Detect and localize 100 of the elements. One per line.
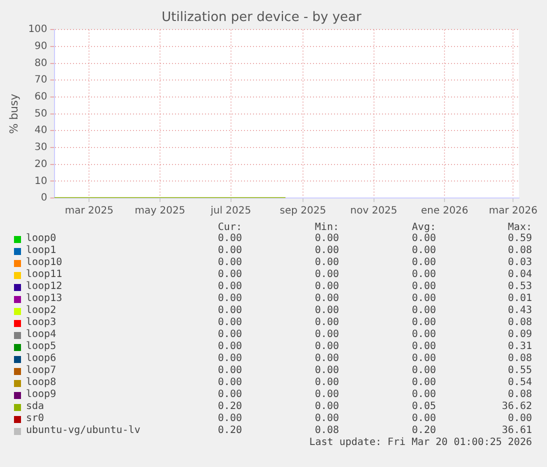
text: 0.00 — [218, 245, 242, 257]
text: 0.00 — [314, 269, 339, 281]
text: 0.00 — [314, 329, 339, 341]
y-tick-label: 100 — [28, 24, 48, 36]
text: 0.00 — [412, 377, 436, 389]
text: 0.00 — [218, 365, 242, 377]
text: 36.62 — [502, 401, 532, 413]
text: 0.00 — [412, 389, 436, 401]
text: Last update: Fri Mar 20 01:00:25 2026 — [309, 437, 532, 449]
text: 0.00 — [218, 269, 242, 281]
text: 0.09 — [508, 329, 532, 341]
text: 0.00 — [508, 413, 532, 425]
legend-label: loop8 — [26, 377, 56, 389]
legend-label: loop0 — [26, 233, 56, 245]
text: 0.04 — [508, 269, 532, 281]
text: 0.00 — [412, 269, 436, 281]
legend-label: loop6 — [26, 353, 56, 365]
text: 0.01 — [508, 293, 532, 305]
text: 0.08 — [508, 245, 532, 257]
y-axis-title: % busy — [7, 93, 20, 134]
text: 0.00 — [412, 281, 436, 293]
legend-label: loop9 — [26, 389, 56, 401]
text: 0.00 — [314, 353, 339, 365]
text: 0.00 — [314, 377, 339, 389]
legend-label: loop10 — [26, 257, 62, 269]
text: 0.00 — [412, 329, 436, 341]
legend-label: loop2 — [26, 305, 56, 317]
y-tick-label: 90 — [34, 41, 48, 52]
text: 0.00 — [314, 257, 339, 269]
text: 0.55 — [508, 365, 532, 377]
legend-label: loop3 — [26, 317, 56, 329]
text: 0.00 — [412, 293, 436, 305]
x-tick-label: sep 2025 — [280, 206, 326, 217]
x-tick-label: may 2025 — [134, 206, 186, 217]
text: 0.00 — [412, 317, 436, 329]
legend-label: sr0 — [26, 413, 44, 425]
text: Avg: — [412, 222, 436, 234]
legend-label: loop12 — [26, 281, 62, 293]
x-tick-label: mar 2025 — [64, 206, 114, 217]
text: 0.00 — [218, 341, 242, 353]
text: 0.00 — [218, 317, 242, 329]
x-tick-label: ene 2026 — [421, 206, 468, 217]
text: 0.00 — [314, 341, 339, 353]
text: 0.00 — [218, 413, 242, 425]
y-tick-label: 10 — [34, 176, 48, 187]
text: 0.43 — [508, 305, 532, 317]
text: 0.00 — [412, 353, 436, 365]
text: 0.00 — [412, 341, 436, 353]
text: 0.00 — [314, 389, 339, 401]
text: 0.31 — [508, 341, 532, 353]
text: 0.20 — [218, 401, 242, 413]
text: 0.08 — [508, 317, 532, 329]
text: 0.20 — [412, 425, 436, 437]
text: 0.00 — [412, 413, 436, 425]
text: 0.00 — [218, 377, 242, 389]
text: Max: — [508, 222, 532, 234]
text: 0.00 — [314, 233, 339, 245]
text: 0.08 — [508, 389, 532, 401]
text: 0.00 — [314, 317, 339, 329]
legend-label: loop4 — [26, 329, 56, 341]
text: Cur: — [218, 222, 242, 234]
text: 0.08 — [314, 425, 339, 437]
text: 0.00 — [314, 413, 339, 425]
text: 36.61 — [502, 425, 532, 437]
text: 0.20 — [218, 425, 242, 437]
text: 0.00 — [314, 245, 339, 257]
text: 0.00 — [218, 257, 242, 269]
y-tick-label: 50 — [34, 108, 48, 120]
text: 0.03 — [508, 257, 532, 269]
text: 0.00 — [218, 293, 242, 305]
text: 0.00 — [412, 245, 436, 257]
text: 0.00 — [314, 281, 339, 293]
text: 0.00 — [412, 305, 436, 317]
text: 0.59 — [508, 233, 532, 245]
text: 0.00 — [314, 293, 339, 305]
y-tick-label: 80 — [34, 58, 48, 69]
text: 0.00 — [412, 257, 436, 269]
text: 0.00 — [412, 233, 436, 245]
text: 0.00 — [218, 233, 242, 245]
text: 0.00 — [314, 365, 339, 377]
text: 0.54 — [508, 377, 532, 389]
text: 0.00 — [218, 281, 242, 293]
text: Min: — [314, 222, 339, 234]
text: 0.00 — [218, 329, 242, 341]
text: 0.05 — [412, 401, 436, 413]
legend-label: ubuntu-vg/ubuntu-lv — [26, 425, 140, 437]
text: 0.53 — [508, 281, 532, 293]
text: 0.00 — [218, 353, 242, 365]
legend-label: loop5 — [26, 341, 56, 353]
y-tick-label: 0 — [40, 192, 48, 204]
y-tick-label: 70 — [34, 74, 48, 86]
y-tick-label: 30 — [34, 142, 48, 154]
legend-label: sda — [26, 401, 44, 413]
legend-label: loop13 — [26, 293, 62, 305]
chart-title: Utilization per device - by year — [162, 10, 362, 26]
text: 0.08 — [508, 353, 532, 365]
y-tick-label: 40 — [34, 125, 48, 136]
x-tick-label: jul 2025 — [210, 206, 252, 217]
text: 0.00 — [218, 389, 242, 401]
text: 0.00 — [412, 365, 436, 377]
